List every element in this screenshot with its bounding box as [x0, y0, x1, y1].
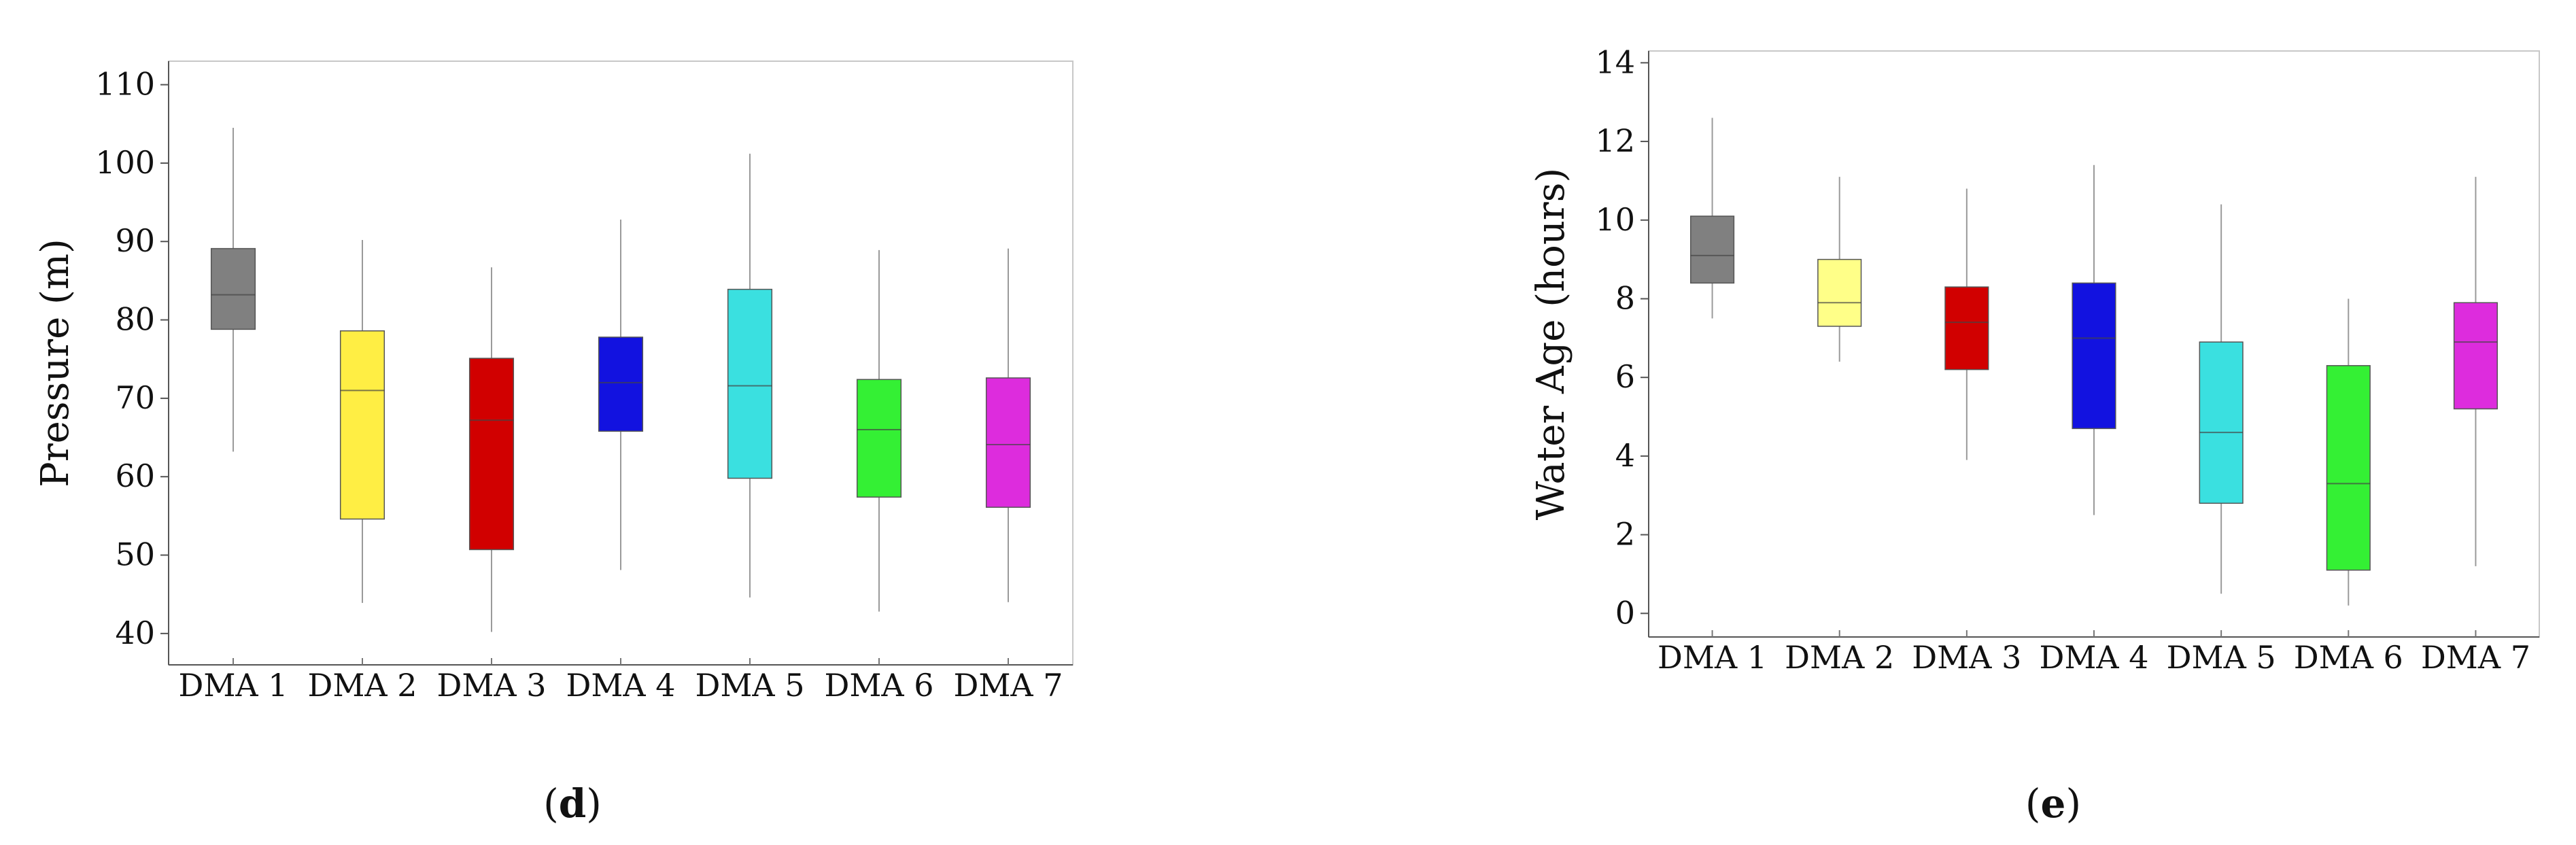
panel-label-open-paren: (	[543, 780, 559, 827]
box-dma-2	[1817, 177, 1862, 362]
x-tick-label: DMA 4	[2039, 639, 2148, 676]
y-tick-label: 100	[95, 144, 155, 181]
x-tick-label: DMA 1	[178, 667, 288, 704]
box-dma-5	[727, 154, 773, 598]
box-body	[468, 358, 515, 551]
x-tick-label: DMA 3	[436, 667, 546, 704]
box-dma-7	[2453, 177, 2498, 566]
box-dma-1	[210, 128, 256, 452]
panel-label-letter: d	[559, 780, 587, 827]
x-tick-label: DMA 2	[1785, 639, 1894, 676]
y-tick-label: 60	[115, 458, 155, 494]
y-tick-label: 8	[1615, 279, 1635, 316]
box-dma-6	[856, 249, 902, 612]
box-body	[727, 288, 773, 479]
box-body	[2072, 282, 2116, 430]
x-tick-label: DMA 6	[824, 667, 933, 704]
x-tick-label: DMA 5	[2167, 639, 2276, 676]
box-body	[1690, 215, 1735, 284]
box-dma-6	[2326, 298, 2371, 606]
panel-e-water-age-chart: 0 2 4 6 8 10 12 14 Water Age (hours) DMA 1 DMA 2 DM…	[1529, 44, 2540, 827]
y-axis-label: Pressure (m)	[33, 239, 78, 487]
x-tick-label: DMA 3	[1912, 639, 2021, 676]
box-body	[856, 379, 902, 498]
box-body	[2453, 302, 2498, 410]
y-tick-label: 90	[115, 222, 155, 259]
box-dma-5	[2199, 204, 2244, 594]
y-tick-label: 2	[1615, 516, 1635, 553]
panel-d-pressure-chart: 40 50 60 70 80 90 100 110 Pressure (m) DMA 1 DMA 2…	[33, 61, 1074, 827]
box-body	[1817, 258, 1862, 327]
y-tick-label: 50	[115, 536, 155, 573]
box-dma-7	[985, 248, 1031, 602]
box-body	[985, 377, 1031, 508]
box-dma-4	[598, 219, 644, 570]
x-tick-label: DMA 7	[2421, 639, 2530, 676]
box-body	[2199, 341, 2244, 504]
box-dma-1	[1690, 118, 1735, 319]
y-tick-label: 10	[1595, 201, 1635, 238]
y-tick-label: 40	[115, 615, 155, 651]
panel-label: (e)	[2025, 780, 2081, 827]
y-tick-label: 80	[115, 301, 155, 338]
y-tick-label: 6	[1615, 358, 1635, 395]
box-body	[1944, 286, 1989, 370]
y-tick-label: 4	[1615, 437, 1635, 474]
panel-label-close-paren: )	[586, 780, 602, 827]
box-body	[2326, 365, 2371, 571]
panel-label-open-paren: (	[2025, 780, 2041, 827]
y-tick-label: 0	[1615, 594, 1635, 631]
x-tick-label: DMA 2	[307, 667, 417, 704]
x-tick-label: DMA 1	[1658, 639, 1767, 676]
x-tick-label: DMA 4	[566, 667, 675, 704]
x-tick-label: DMA 5	[695, 667, 804, 704]
y-axis-label: Water Age (hours)	[1529, 168, 1573, 521]
box-body	[339, 330, 385, 520]
panel-label-letter: e	[2041, 780, 2066, 827]
box-body	[598, 337, 644, 432]
box-dma-4	[2072, 165, 2116, 515]
y-tick-label: 14	[1595, 44, 1635, 80]
box-body	[210, 247, 256, 330]
x-tick-label: DMA 7	[953, 667, 1063, 704]
y-tick-label: 70	[115, 379, 155, 416]
panel-label: (d)	[543, 780, 602, 827]
panel-label-close-paren: )	[2065, 780, 2081, 827]
box-dma-3	[468, 267, 515, 632]
y-tick-label: 110	[95, 66, 155, 103]
x-tick-label: DMA 6	[2294, 639, 2403, 676]
box-dma-2	[339, 239, 385, 603]
y-tick-label: 12	[1595, 122, 1635, 159]
box-dma-3	[1944, 188, 1989, 460]
